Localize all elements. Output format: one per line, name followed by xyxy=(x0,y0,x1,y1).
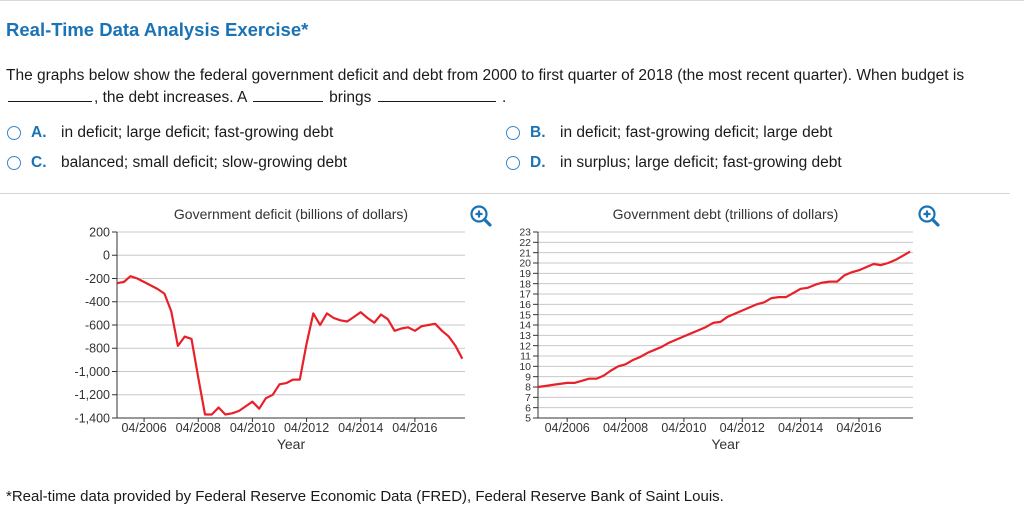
question-part-1: The graphs below show the federal govern… xyxy=(6,67,965,84)
option-a-letter: A. xyxy=(31,124,47,141)
zoom-in-icon[interactable] xyxy=(918,205,940,227)
y-tick-label: 7 xyxy=(525,392,531,404)
radio-button-b[interactable] xyxy=(506,126,520,140)
y-tick-label: 12 xyxy=(519,340,531,352)
y-tick-label: 14 xyxy=(519,320,531,332)
y-tick-label: 21 xyxy=(519,247,531,259)
x-tick-label: 04/2008 xyxy=(603,421,648,435)
y-tick-label: -1,200 xyxy=(75,388,110,402)
y-tick-label: 20 xyxy=(519,258,531,270)
option-c-text: balanced; small deficit; slow-growing de… xyxy=(61,154,348,171)
y-tick-label: -600 xyxy=(85,318,110,332)
x-tick-label: 04/2016 xyxy=(836,421,881,435)
question-text: The graphs below show the federal govern… xyxy=(6,65,1006,109)
exercise-title: Real-Time Data Analysis Exercise* xyxy=(6,19,309,40)
top-rule xyxy=(0,0,1024,1)
answer-blank-2 xyxy=(252,87,323,102)
zoom-in-icon[interactable] xyxy=(470,205,492,227)
chart-title: Government deficit (billions of dollars) xyxy=(174,206,408,222)
y-tick-label: 10 xyxy=(519,361,531,373)
question-part-4: . xyxy=(502,89,507,106)
chart-title: Government debt (trillions of dollars) xyxy=(613,206,839,222)
x-tick-label: 04/2016 xyxy=(392,421,437,435)
x-tick-label: 04/2006 xyxy=(121,421,166,435)
option-b-text: in deficit; fast-growing deficit; large … xyxy=(560,124,833,141)
y-tick-label: 17 xyxy=(519,289,531,301)
radio-button-c[interactable] xyxy=(7,156,21,170)
radio-button-d[interactable] xyxy=(506,156,520,170)
y-tick-label: 15 xyxy=(519,309,531,321)
series-line xyxy=(116,275,464,416)
answer-blank-1 xyxy=(8,87,92,102)
x-tick-label: 04/2010 xyxy=(661,421,706,435)
x-tick-label: 04/2010 xyxy=(230,421,275,435)
y-tick-label: -200 xyxy=(85,272,110,286)
y-tick-label: 19 xyxy=(519,268,531,280)
y-tick-label: 18 xyxy=(519,278,531,290)
y-tick-label: 13 xyxy=(519,330,531,342)
question-part-2: , the debt increases. A xyxy=(94,89,247,106)
option-d-letter: D. xyxy=(530,154,546,171)
y-tick-label: 0 xyxy=(103,249,110,263)
answer-blank-3 xyxy=(377,87,496,102)
option-c-letter: C. xyxy=(31,154,47,171)
y-tick-label: -1,000 xyxy=(75,365,110,379)
y-tick-label: 22 xyxy=(519,237,531,249)
option-b[interactable]: B. in deficit; fast-growing deficit; lar… xyxy=(506,122,832,144)
x-tick-label: 04/2008 xyxy=(176,421,221,435)
section-divider xyxy=(0,193,1010,194)
y-tick-label: 8 xyxy=(525,382,531,394)
option-a-text: in deficit; large deficit; fast-growing … xyxy=(61,124,334,141)
x-axis-label: Year xyxy=(277,436,306,452)
y-tick-label: 9 xyxy=(525,371,531,383)
y-tick-label: 200 xyxy=(89,225,110,239)
y-tick-label: -400 xyxy=(85,295,110,309)
x-tick-label: 04/2012 xyxy=(720,421,765,435)
option-c[interactable]: C. balanced; small deficit; slow-growing… xyxy=(7,152,347,174)
x-axis-label: Year xyxy=(711,436,740,452)
y-tick-label: -800 xyxy=(85,342,110,356)
x-tick-label: 04/2006 xyxy=(545,421,590,435)
option-b-letter: B. xyxy=(530,124,546,141)
deficit-chart: 200 0 -200 -400 -600 -800 -1,000 -1,200 -1,400 04… xyxy=(75,206,465,452)
x-tick-label: 04/2014 xyxy=(778,421,823,435)
option-d-text: in surplus; large deficit; fast-growing … xyxy=(560,154,842,171)
y-tick-label: 5 xyxy=(525,413,531,425)
data-source-footnote: *Real-time data provided by Federal Rese… xyxy=(6,488,724,505)
question-part-3: brings xyxy=(329,89,372,106)
x-tick-label: 04/2012 xyxy=(284,421,329,435)
y-tick-label: 23 xyxy=(519,227,531,239)
y-tick-label: 16 xyxy=(519,299,531,311)
series-line xyxy=(537,250,911,389)
radio-button-a[interactable] xyxy=(7,126,21,140)
y-tick-label: 11 xyxy=(520,351,531,363)
option-a[interactable]: A. in deficit; large deficit; fast-growi… xyxy=(7,122,333,144)
y-tick-label: 6 xyxy=(525,402,531,414)
x-tick-label: 04/2014 xyxy=(338,421,383,435)
y-tick-label: -1,400 xyxy=(75,411,110,425)
option-d[interactable]: D. in surplus; large deficit; fast-growi… xyxy=(506,152,842,174)
